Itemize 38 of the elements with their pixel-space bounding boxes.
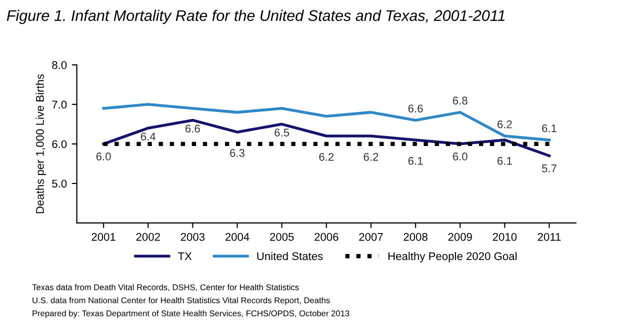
legend-label: Healthy People 2020 Goal [388, 252, 517, 262]
y-tick-label: 6.0 [52, 140, 67, 148]
x-tick-label: 2010 [492, 233, 517, 241]
x-tick-label: 2004 [225, 233, 250, 241]
y-tick-label: 7.0 [52, 100, 67, 109]
data-label: 6.8 [452, 96, 468, 105]
y-tick-label: 5.0 [52, 180, 67, 188]
legend-label: United States [257, 252, 323, 260]
x-tick-label: 2003 [180, 233, 205, 241]
data-label: 6.4 [140, 132, 156, 140]
data-label: 6.6 [186, 124, 200, 133]
data-label: 6.1 [408, 156, 423, 165]
data-label: 6.1 [542, 124, 556, 132]
data-label: 6.1 [498, 156, 512, 165]
data-label: 6.3 [230, 149, 244, 157]
text: Prepared by: Texas Department of State Health Services, FCHS/OPDS, October 2013 [32, 310, 350, 318]
legend-label: TX [178, 252, 192, 260]
y-axis-title: Deaths per 1,000 Live Births [36, 74, 46, 214]
x-tick-label: 2002 [136, 233, 160, 241]
y-tick-label: 8.0 [52, 61, 67, 70]
data-label: 6.5 [274, 128, 290, 136]
data-label: 6.6 [408, 104, 423, 112]
data-label: 5.7 [542, 164, 556, 172]
x-tick-label: 2008 [404, 233, 428, 241]
x-tick-label: 2001 [92, 233, 116, 241]
data-label: 6.0 [452, 152, 468, 160]
data-label: 6.0 [96, 152, 111, 160]
x-tick-label: 2009 [448, 233, 472, 241]
x-tick-label: 2007 [359, 233, 383, 241]
x-tick-label: 2005 [270, 233, 294, 241]
data-label: 6.2 [364, 152, 378, 161]
x-tick-label: 2006 [314, 233, 338, 241]
data-label: 6.2 [319, 152, 334, 161]
text: Texas data from Death Vital Records, DSHS, Center for Health Statistics [32, 284, 299, 292]
x-tick-label: 2011 [538, 233, 561, 241]
text: U.S. data from National Center for Health Statistics Vital Records Report, Deaths [32, 297, 330, 305]
chart-title: Figure 1. Infant Mortality Rate for the United States and Texas, 2001-2011 [6, 10, 504, 24]
data-label: 6.2 [498, 120, 512, 128]
